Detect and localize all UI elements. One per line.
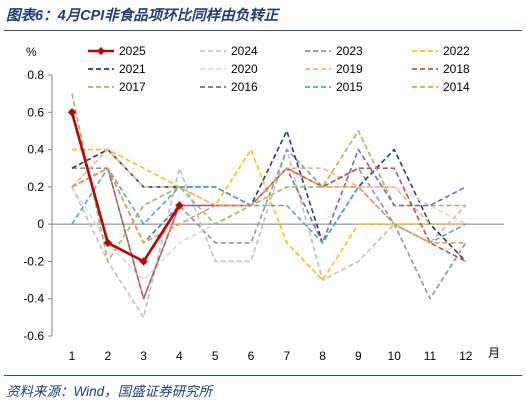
- legend-label-2016: 2016: [231, 80, 258, 94]
- x-tick-label: 2: [104, 349, 111, 363]
- source-rule: [4, 375, 522, 376]
- y-tick-label: 0.8: [27, 68, 44, 82]
- x-tick-label: 3: [140, 349, 147, 363]
- x-tick-label: 8: [319, 349, 326, 363]
- legend-label-2022: 2022: [443, 44, 470, 58]
- x-tick-label: 10: [388, 349, 402, 363]
- legend-label-2023: 2023: [336, 44, 363, 58]
- y-axis-unit-label: %: [26, 45, 37, 59]
- x-tick-label: 11: [424, 349, 437, 363]
- legend-label-2020: 2020: [231, 62, 258, 76]
- y-tick-label: 0.2: [27, 180, 44, 194]
- legend-label-2014: 2014: [443, 80, 470, 94]
- chart-axes: 0.80.60.40.20-0.2-0.4-0.61 2 3 4 5 6 7 8 9 10 11 12: [23, 68, 504, 363]
- y-tick-label: -0.4: [23, 292, 44, 306]
- y-tick-label: -0.6: [23, 329, 44, 343]
- figure-source: 资料来源：Wind，国盛证券研究所: [6, 380, 212, 400]
- legend-label-2018: 2018: [443, 62, 470, 76]
- legend-label-2019: 2019: [336, 62, 363, 76]
- x-tick-label: 12: [459, 349, 473, 363]
- legend-marker-2025: [97, 47, 105, 55]
- legend-label-2024: 2024: [231, 44, 258, 58]
- chart-legend: 2025 2024 2023 2022 2021 2020 2019 2018 2017 2016…: [88, 44, 470, 94]
- x-tick-label: 4: [176, 349, 183, 363]
- x-tick-label: 6: [248, 349, 255, 363]
- legend-label-2015: 2015: [336, 80, 363, 94]
- x-tick-label: 9: [355, 349, 362, 363]
- x-axis-unit-label: 月: [488, 346, 500, 360]
- legend-label-2021: 2021: [119, 62, 146, 76]
- chart-series: [68, 94, 466, 318]
- legend-label-2017: 2017: [119, 80, 146, 94]
- x-tick-label: 7: [283, 349, 290, 363]
- y-tick-label: 0.4: [27, 143, 44, 157]
- x-tick-label: 1: [69, 349, 76, 363]
- y-tick-label: 0.6: [27, 105, 44, 119]
- x-tick-label: 5: [212, 349, 219, 363]
- y-tick-label: -0.2: [23, 254, 44, 268]
- y-tick-label: 0: [37, 217, 44, 231]
- legend-label-2025: 2025: [119, 44, 146, 58]
